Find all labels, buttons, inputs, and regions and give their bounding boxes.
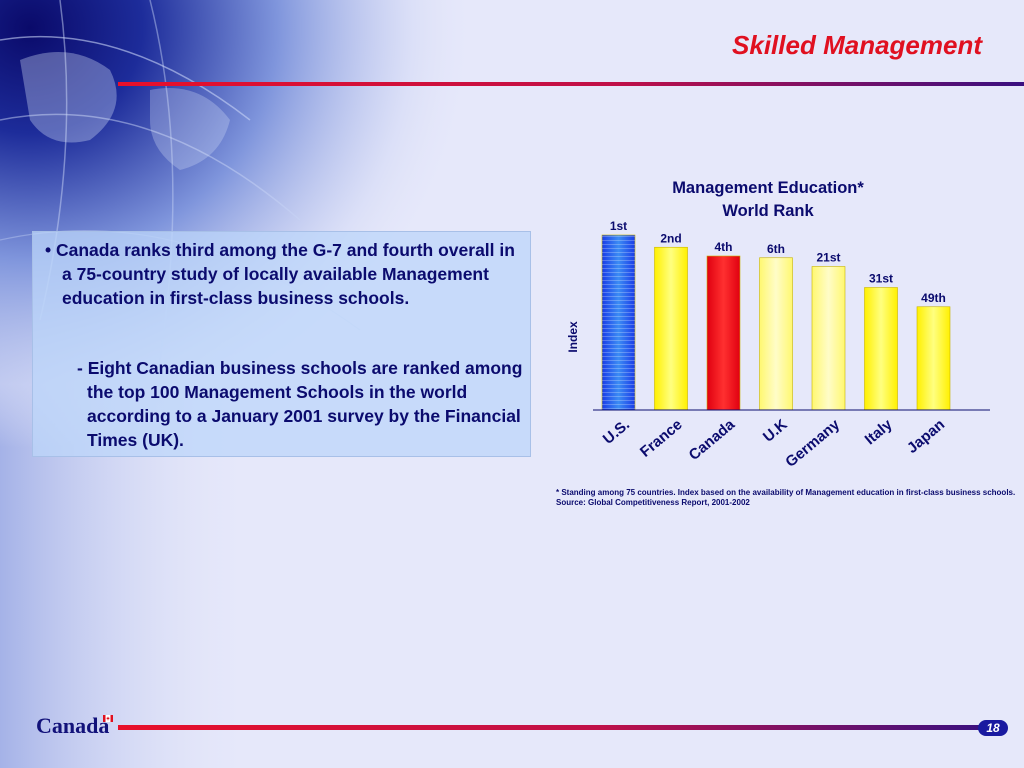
data-label-canada: 4th xyxy=(715,240,733,254)
bottom-divider xyxy=(118,725,988,730)
page-number: 18 xyxy=(978,720,1008,736)
bullet-main-text: • Canada ranks third among the G-7 and f… xyxy=(45,240,515,308)
bullet-box: • Canada ranks third among the G-7 and f… xyxy=(32,231,531,457)
top-divider xyxy=(118,82,1024,86)
bar-stripes-u-s xyxy=(602,235,635,410)
bar-chart: Index 1st U.S. 2nd France 4th Canada 6th U.K 21s… xyxy=(566,219,990,471)
bar-japan xyxy=(916,306,951,411)
chart-bars xyxy=(601,234,951,411)
data-label-germany: 21st xyxy=(816,251,840,265)
slide-title: Skilled Management xyxy=(732,30,982,60)
tick-label-france: France xyxy=(637,416,686,461)
chart-title-line2: World Rank xyxy=(722,202,814,220)
tick-label-u-k: U.K xyxy=(760,416,791,446)
bar-germany xyxy=(811,266,846,411)
tick-label-germany: Germany xyxy=(782,416,843,471)
y-axis-label: Index xyxy=(566,321,580,353)
bullet-sub-text: - Eight Canadian business schools are ra… xyxy=(77,358,523,450)
tick-label-italy: Italy xyxy=(862,416,896,449)
data-label-france: 2nd xyxy=(660,231,681,245)
canada-wordmark: Canada xyxy=(36,713,110,738)
bar-canada xyxy=(706,255,741,411)
tick-label-u-s: U.S. xyxy=(600,416,633,448)
tick-label-canada: Canada xyxy=(686,416,739,464)
data-label-italy: 31st xyxy=(869,272,893,286)
bar-italy xyxy=(864,287,898,411)
footnote-note: * Standing among 75 countries. Index bas… xyxy=(556,488,1016,497)
bar-france xyxy=(654,246,688,411)
chart-title-line1: Management Education* xyxy=(672,179,864,197)
canada-flag-icon xyxy=(103,715,113,722)
data-label-japan: 49th xyxy=(921,291,946,305)
data-label-u-k: 6th xyxy=(767,242,785,256)
chart-footnote: * Standing among 75 countries. Index bas… xyxy=(556,488,1016,508)
data-label-u-s: 1st xyxy=(610,219,627,233)
chart-title: Management Education* World Rank xyxy=(618,177,918,223)
tick-label-japan: Japan xyxy=(904,416,948,457)
bar-u-k xyxy=(759,257,793,411)
footnote-source: Source: Global Competitiveness Report, 2… xyxy=(556,498,750,507)
